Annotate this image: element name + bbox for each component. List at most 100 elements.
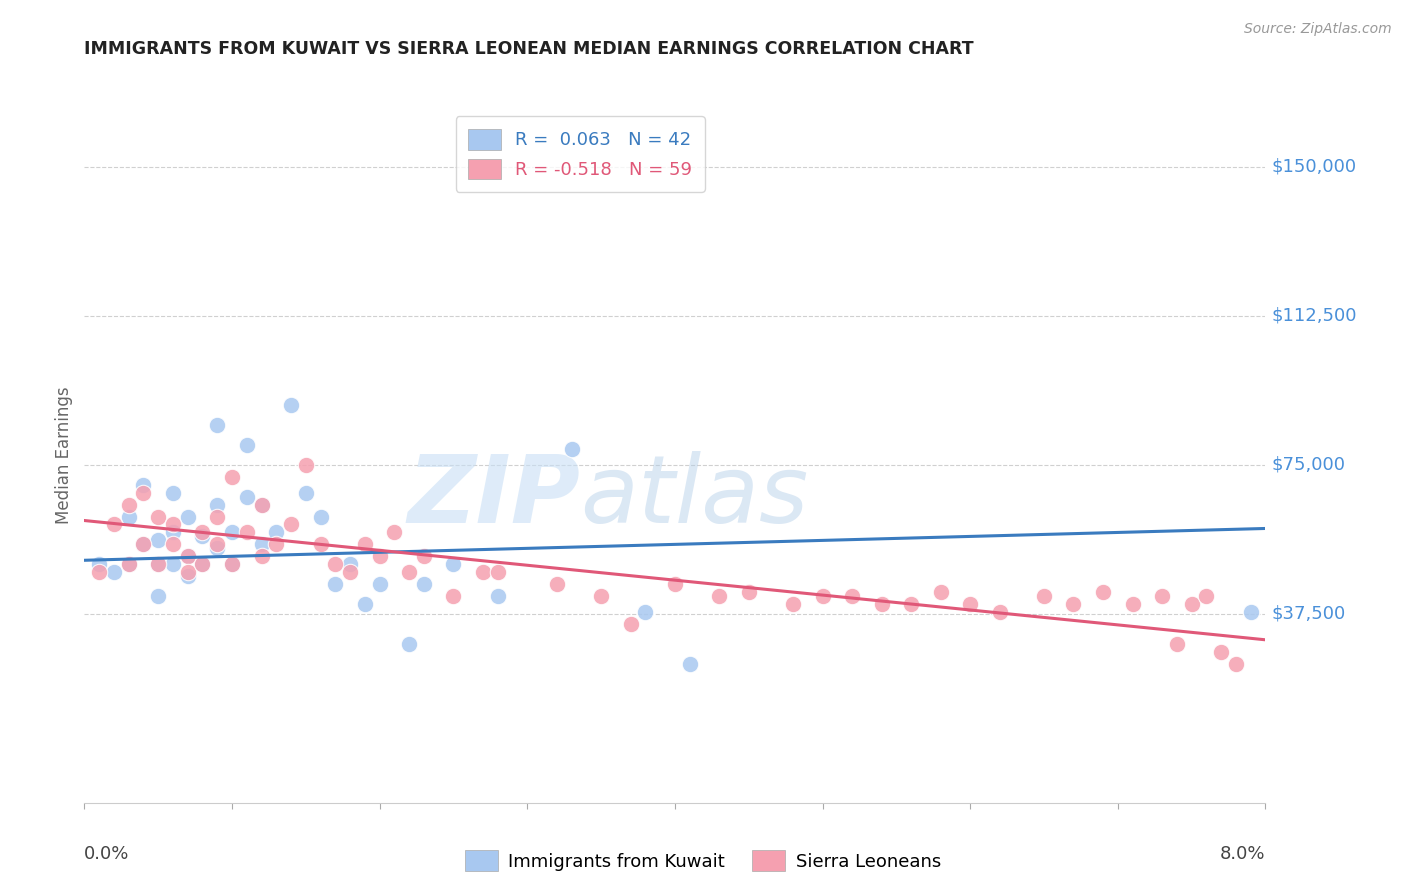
- Point: [959, 597, 981, 611]
- Point: [118, 558, 141, 572]
- Point: [1240, 605, 1263, 619]
- Point: [354, 597, 377, 611]
- Point: [205, 418, 228, 433]
- Point: [664, 577, 686, 591]
- Point: [368, 549, 391, 564]
- Text: $150,000: $150,000: [1271, 158, 1357, 176]
- Point: [1092, 585, 1115, 599]
- Text: $112,500: $112,500: [1271, 307, 1357, 325]
- Point: [191, 529, 214, 543]
- Point: [118, 498, 141, 512]
- Point: [591, 589, 613, 603]
- Point: [132, 477, 155, 491]
- Point: [988, 605, 1011, 619]
- Point: [1122, 597, 1144, 611]
- Point: [354, 537, 377, 551]
- Point: [737, 585, 759, 599]
- Point: [619, 616, 641, 631]
- Point: [295, 485, 318, 500]
- Point: [398, 565, 420, 579]
- Point: [323, 558, 347, 572]
- Point: [250, 537, 273, 551]
- Point: [118, 509, 141, 524]
- Point: [280, 398, 302, 412]
- Point: [177, 565, 200, 579]
- Point: [162, 525, 184, 540]
- Point: [841, 589, 863, 603]
- Point: [162, 517, 184, 532]
- Text: $75,000: $75,000: [1271, 456, 1346, 474]
- Legend: R =  0.063   N = 42, R = -0.518   N = 59: R = 0.063 N = 42, R = -0.518 N = 59: [456, 116, 704, 192]
- Point: [103, 565, 125, 579]
- Point: [413, 577, 436, 591]
- Point: [929, 585, 952, 599]
- Text: ZIP: ZIP: [408, 450, 581, 542]
- Point: [1032, 589, 1054, 603]
- Point: [443, 558, 465, 572]
- Point: [323, 577, 347, 591]
- Point: [250, 549, 273, 564]
- Point: [264, 525, 288, 540]
- Text: $37,500: $37,500: [1271, 605, 1346, 623]
- Point: [1063, 597, 1085, 611]
- Point: [148, 558, 170, 572]
- Point: [782, 597, 804, 611]
- Point: [870, 597, 893, 611]
- Point: [235, 438, 259, 452]
- Text: atlas: atlas: [581, 451, 808, 542]
- Point: [443, 589, 465, 603]
- Point: [205, 498, 228, 512]
- Point: [191, 558, 214, 572]
- Legend: Immigrants from Kuwait, Sierra Leoneans: Immigrants from Kuwait, Sierra Leoneans: [458, 843, 948, 879]
- Point: [177, 549, 200, 564]
- Point: [1150, 589, 1173, 603]
- Point: [148, 558, 170, 572]
- Point: [811, 589, 834, 603]
- Point: [235, 525, 259, 540]
- Point: [148, 509, 170, 524]
- Point: [162, 558, 184, 572]
- Point: [221, 558, 243, 572]
- Point: [382, 525, 406, 540]
- Point: [132, 537, 155, 551]
- Point: [177, 569, 200, 583]
- Point: [162, 537, 184, 551]
- Point: [339, 558, 361, 572]
- Point: [205, 509, 228, 524]
- Point: [709, 589, 731, 603]
- Point: [148, 533, 170, 548]
- Point: [309, 537, 332, 551]
- Point: [205, 537, 228, 551]
- Point: [1225, 657, 1247, 671]
- Point: [148, 589, 170, 603]
- Point: [339, 565, 361, 579]
- Point: [118, 558, 141, 572]
- Point: [250, 498, 273, 512]
- Point: [191, 525, 214, 540]
- Point: [264, 537, 288, 551]
- Point: [221, 470, 243, 484]
- Point: [1195, 589, 1218, 603]
- Text: 0.0%: 0.0%: [84, 845, 129, 863]
- Point: [413, 549, 436, 564]
- Point: [486, 565, 509, 579]
- Point: [368, 577, 391, 591]
- Point: [103, 517, 125, 532]
- Point: [280, 517, 302, 532]
- Point: [634, 605, 657, 619]
- Y-axis label: Median Earnings: Median Earnings: [55, 386, 73, 524]
- Text: Source: ZipAtlas.com: Source: ZipAtlas.com: [1244, 22, 1392, 37]
- Point: [235, 490, 259, 504]
- Point: [679, 657, 702, 671]
- Point: [177, 549, 200, 564]
- Point: [398, 637, 420, 651]
- Point: [132, 537, 155, 551]
- Point: [177, 509, 200, 524]
- Point: [1209, 645, 1232, 659]
- Point: [191, 558, 214, 572]
- Point: [205, 541, 228, 556]
- Point: [486, 589, 509, 603]
- Point: [472, 565, 495, 579]
- Text: IMMIGRANTS FROM KUWAIT VS SIERRA LEONEAN MEDIAN EARNINGS CORRELATION CHART: IMMIGRANTS FROM KUWAIT VS SIERRA LEONEAN…: [84, 40, 974, 58]
- Text: 8.0%: 8.0%: [1220, 845, 1265, 863]
